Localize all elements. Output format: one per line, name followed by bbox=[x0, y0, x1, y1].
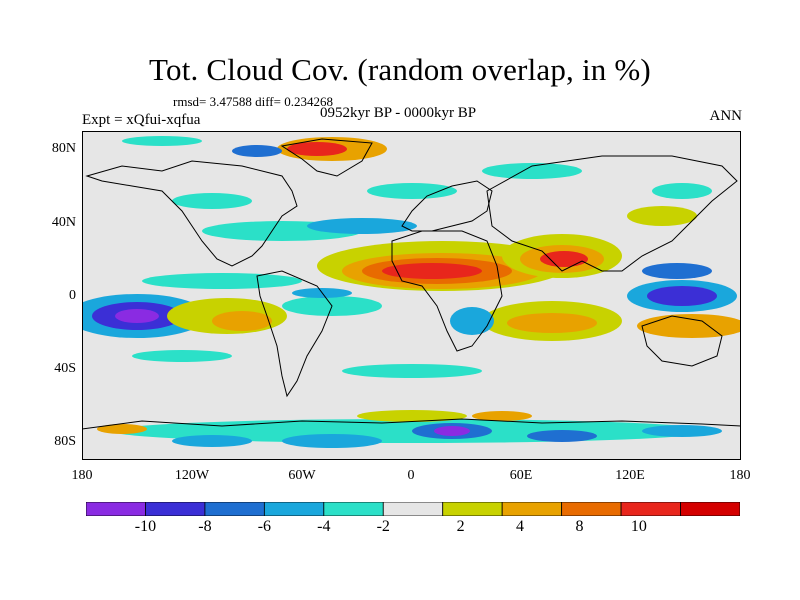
anomaly-region bbox=[132, 350, 232, 362]
anomaly-region bbox=[450, 307, 494, 335]
colorbar-tick-label: -8 bbox=[198, 518, 212, 535]
anomaly-region bbox=[357, 410, 467, 422]
anomaly-region bbox=[115, 309, 159, 323]
lon-tick-label: 180 bbox=[729, 468, 751, 483]
colorbar-swatch bbox=[263, 502, 325, 516]
colorbar-swatch bbox=[145, 502, 206, 516]
anomaly-region bbox=[434, 426, 470, 436]
lon-tick-label: 60E bbox=[509, 468, 533, 483]
anomaly-region bbox=[287, 142, 347, 156]
lat-tick-label: 80S bbox=[54, 434, 76, 449]
plot-title: Tot. Cloud Cov. (random overlap, in %) bbox=[149, 52, 651, 87]
anomaly-region bbox=[507, 313, 597, 333]
season-label: ANN bbox=[709, 108, 743, 124]
colorbar-swatch bbox=[620, 502, 681, 516]
colorbar-swatch bbox=[86, 502, 146, 516]
colorbar-tick-label: -4 bbox=[317, 518, 331, 535]
colorbar-swatch bbox=[442, 502, 503, 516]
period-label: 0952kyr BP - 0000kyr BP bbox=[320, 105, 477, 121]
colorbar-tick-label: -10 bbox=[134, 518, 157, 535]
lat-tick-label: 40S bbox=[54, 361, 76, 376]
lon-tick-label: 120W bbox=[174, 468, 210, 483]
anomaly-region bbox=[642, 425, 722, 437]
experiment-label: Expt = xQfui-xqfua bbox=[82, 112, 201, 128]
lat-tick-label: 0 bbox=[69, 288, 76, 303]
anomaly-region bbox=[647, 286, 717, 306]
colorbar-swatch bbox=[323, 502, 384, 516]
lon-tick-label: 120E bbox=[615, 468, 645, 483]
anomaly-region bbox=[282, 434, 382, 448]
colorbar-tick-label: -6 bbox=[257, 518, 272, 535]
anomaly-region bbox=[172, 435, 252, 447]
anomaly-region bbox=[367, 183, 457, 199]
anomaly-region bbox=[212, 311, 272, 331]
anomaly-map bbox=[82, 131, 741, 460]
anomaly-region bbox=[642, 263, 712, 279]
colorbar-tick-label: 8 bbox=[575, 518, 584, 535]
colorbar-swatch bbox=[382, 502, 444, 516]
colorbar-swatch bbox=[561, 502, 622, 516]
lat-tick-label: 80N bbox=[51, 141, 76, 156]
lon-tick-label: 60W bbox=[288, 468, 316, 483]
colorbar-swatch bbox=[501, 502, 563, 516]
anomaly-region bbox=[382, 263, 482, 279]
lat-tick-label: 40N bbox=[51, 215, 76, 230]
colorbar-swatch bbox=[680, 502, 740, 516]
colorbar bbox=[86, 502, 740, 516]
colorbar-tick-label: 10 bbox=[630, 518, 647, 535]
anomaly-region bbox=[97, 424, 147, 434]
anomaly-region bbox=[627, 206, 697, 226]
anomaly-region bbox=[232, 145, 282, 157]
lon-tick-label: 0 bbox=[407, 468, 415, 483]
map-border bbox=[82, 131, 741, 460]
colorbar-tick-label: -2 bbox=[376, 518, 390, 535]
anomaly-field bbox=[82, 136, 741, 448]
colorbar-tick-label: 4 bbox=[516, 518, 525, 535]
anomaly-region bbox=[540, 251, 588, 267]
anomaly-region bbox=[122, 136, 202, 146]
colorbar-tick-label: 2 bbox=[456, 518, 465, 535]
anomaly-region bbox=[472, 411, 532, 421]
lon-tick-label: 180 bbox=[71, 468, 93, 483]
anomaly-region bbox=[342, 364, 482, 378]
anomaly-region bbox=[637, 314, 741, 338]
anomaly-region bbox=[482, 163, 582, 179]
coastlines bbox=[82, 138, 741, 430]
anomaly-region bbox=[142, 273, 302, 289]
anomaly-region bbox=[652, 183, 712, 199]
stats-line: rmsd= 3.47588 diff= 0.234268 bbox=[173, 94, 333, 109]
anomaly-region bbox=[527, 430, 597, 442]
colorbar-swatch bbox=[204, 502, 265, 516]
anomaly-region bbox=[172, 193, 252, 209]
anomaly-region bbox=[307, 218, 417, 234]
